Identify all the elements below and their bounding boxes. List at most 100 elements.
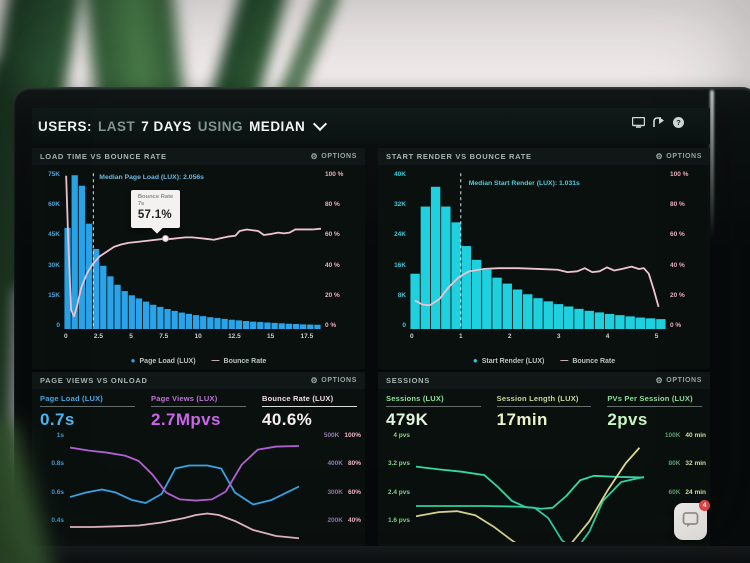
median-annotation: Median Page Load (LUX): 2.056s	[99, 174, 204, 181]
line-marker-icon: —	[560, 356, 569, 365]
legend-item-page-load[interactable]: ● Page Load (LUX)	[131, 357, 196, 365]
start-render-chart-svg[interactable]	[410, 171, 666, 329]
tooltip-x-value: 7s	[137, 201, 145, 208]
options-label: OPTIONS	[321, 377, 357, 384]
legend-item-start-render[interactable]: ● Start Render (LUX)	[473, 357, 544, 365]
options-button[interactable]: ⚙ OPTIONS	[310, 375, 358, 385]
page-views-plot[interactable]	[70, 434, 299, 542]
chat-bubble-icon	[682, 511, 699, 533]
metric-label: PVs Per Session (LUX)	[607, 394, 693, 403]
panel-title: PAGE VIEWS VS ONLOAD	[40, 376, 148, 385]
options-button[interactable]: ⚙ OPTIONS	[655, 375, 703, 385]
dashboard-title-dropdown[interactable]: USERS: LAST 7 DAYS USING MEDIAN	[32, 116, 328, 134]
legend-item-bounce-rate[interactable]: — Bounce Rate	[212, 357, 267, 365]
monitor-bottom-bezel	[14, 546, 750, 563]
panel-header: LOAD TIME VS BOUNCE RATE ⚙ OPTIONS	[32, 148, 365, 165]
display-icon[interactable]	[632, 117, 645, 128]
title-part: USING	[197, 118, 244, 134]
metric-label: Page Load (LUX)	[40, 394, 104, 403]
notification-badge: 4	[699, 500, 710, 511]
title-part: USERS:	[38, 118, 93, 134]
metric-value: 2pvs	[607, 410, 648, 429]
help-icon[interactable]: ?	[673, 117, 684, 128]
metric-value: 2.7Mpvs	[151, 410, 221, 429]
metric-page-views: Page Views (LUX) 2.7Mpvs	[143, 394, 254, 430]
chat-widget-button[interactable]: 4	[674, 500, 710, 540]
legend-item-bounce-rate[interactable]: — Bounce Rate	[560, 357, 615, 365]
panel-header: SESSIONS ⚙ OPTIONS	[378, 372, 710, 389]
mini-chart: 1s 0.8s 0.6s 0.4s 500K 100% 400K 80% 300K 60% 200…	[32, 430, 365, 546]
load-time-plot[interactable]: Median Page Load (LUX): 2.056s Bounce Ra…	[64, 171, 321, 329]
title-part: MEDIAN	[249, 118, 306, 134]
metric-label: Page Views (LUX)	[151, 394, 218, 403]
gear-icon: ⚙	[655, 375, 664, 385]
metric-page-load: Page Load (LUX) 0.7s	[32, 394, 143, 430]
chevron-down-icon	[313, 116, 328, 132]
metric-value: 0.7s	[40, 410, 75, 429]
legend-label: Page Load (LUX)	[139, 357, 196, 365]
panel-load-time-vs-bounce-rate: LOAD TIME VS BOUNCE RATE ⚙ OPTIONS 75K 60…	[32, 148, 365, 369]
options-label: OPTIONS	[666, 377, 702, 384]
title-part: LAST	[98, 118, 136, 134]
panel-title: SESSIONS	[386, 376, 430, 385]
metric-pvs-per-session: PVs Per Session (LUX) 2pvs	[599, 394, 710, 430]
median-annotation: Median Start Render (LUX): 1.031s	[468, 180, 580, 187]
legend-label: Bounce Rate	[572, 357, 616, 365]
line-marker-icon: —	[211, 356, 220, 365]
metric-underline	[496, 406, 592, 407]
page-views-chart-svg[interactable]	[70, 434, 299, 542]
x-axis: 0 2.5 5 7.5 10 12.5 15 17.5	[64, 333, 321, 343]
metric-label: Bounce Rate (LUX)	[262, 394, 334, 403]
y-axis-left-labels: 1s 0.8s 0.6s 0.4s	[51, 432, 64, 524]
metric-label: Session Length (LUX)	[496, 394, 579, 403]
metric-underline	[386, 406, 481, 407]
y-axis-right-labels: 500K 100% 400K 80% 300K 60% 200K 40%	[323, 432, 361, 524]
metrics-row: Sessions (LUX) 479K Session Length (LUX)…	[378, 389, 710, 430]
share-icon[interactable]	[653, 117, 665, 128]
chart-area: 75K 60K 45K 30K 15K 0 Median Page Load (LUX):…	[32, 165, 365, 351]
y-axis-left-labels: 4 pvs 3.2 pvs 2.4 pvs 1.6 pvs	[387, 432, 410, 524]
bezel-reflection	[710, 90, 714, 240]
y-axis-left-labels: 40K 32K 24K 16K 8K 0	[394, 171, 406, 329]
chart-area: 40K 32K 24K 16K 8K 0 Median Start Render (LUX…	[378, 165, 710, 351]
svg-text:?: ?	[676, 118, 681, 127]
sessions-plot[interactable]	[416, 434, 644, 542]
legend: ● Start Render (LUX) — Bounce Rate	[378, 357, 710, 365]
dot-marker-icon: ●	[130, 356, 136, 365]
legend-label: Start Render (LUX)	[481, 357, 545, 365]
panel-page-views-vs-onload: PAGE VIEWS VS ONLOAD ⚙ OPTIONS Page Load…	[32, 372, 365, 546]
start-render-plot[interactable]: Median Start Render (LUX): 1.031s	[410, 171, 666, 329]
options-button[interactable]: ⚙ OPTIONS	[310, 151, 358, 161]
gear-icon: ⚙	[310, 375, 319, 385]
metric-session-length: Session Length (LUX) 17min	[489, 394, 600, 430]
dot-marker-icon: ●	[472, 356, 478, 365]
panel-header: PAGE VIEWS VS ONLOAD ⚙ OPTIONS	[32, 372, 365, 389]
x-axis-ticks: 0 2.5 5 7.5 10 12.5 15 17.5	[64, 333, 314, 340]
metric-sessions: Sessions (LUX) 479K	[378, 394, 489, 430]
gear-icon: ⚙	[310, 151, 319, 161]
options-label: OPTIONS	[321, 153, 357, 160]
metric-underline	[262, 406, 357, 407]
panel-start-render-vs-bounce-rate: START RENDER VS BOUNCE RATE ⚙ OPTIONS 40…	[378, 148, 710, 369]
options-button[interactable]: ⚙ OPTIONS	[655, 151, 703, 161]
panel-header: START RENDER VS BOUNCE RATE ⚙ OPTIONS	[378, 148, 710, 165]
metric-value: 479K	[386, 410, 429, 429]
metrics-row: Page Load (LUX) 0.7s Page Views (LUX) 2.…	[32, 389, 365, 430]
load-time-chart-svg[interactable]	[64, 171, 321, 329]
dashboard: USERS: LAST 7 DAYS USING MEDIAN ?	[32, 108, 710, 546]
metric-value: 40.6%	[262, 410, 313, 429]
legend-label: Bounce Rate	[223, 357, 267, 365]
sessions-chart-svg[interactable]	[416, 434, 644, 542]
y-axis-right-labels: 100 % 80 % 60 % 40 % 20 % 0 %	[670, 171, 689, 329]
metric-bounce-rate: Bounce Rate (LUX) 40.6%	[254, 394, 365, 430]
chart-tooltip: Bounce Rate 7s 57.1%	[130, 189, 181, 228]
title-part: 7 DAYS	[141, 118, 192, 134]
tooltip-value: 57.1%	[137, 209, 172, 222]
metric-label: Sessions (LUX)	[386, 394, 444, 403]
tooltip-series: Bounce Rate	[137, 193, 174, 200]
metric-underline	[607, 406, 703, 407]
gear-icon: ⚙	[655, 151, 664, 161]
